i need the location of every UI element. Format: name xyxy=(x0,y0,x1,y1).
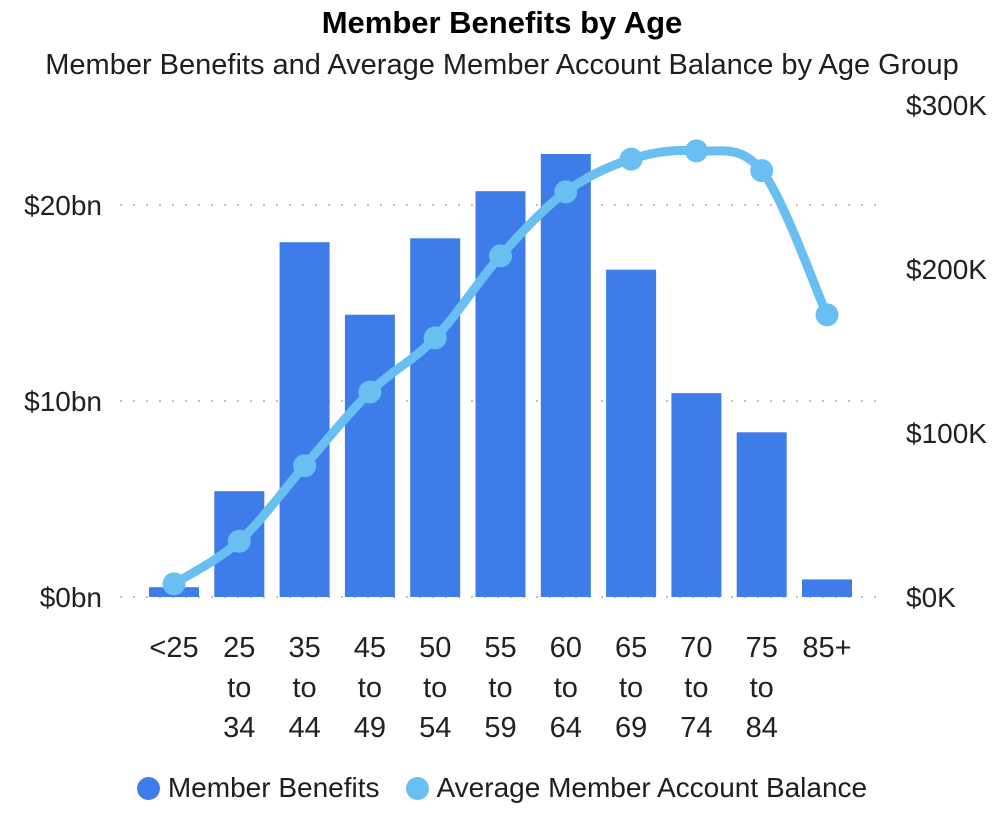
left-axis-tick: $0bn xyxy=(40,582,102,613)
x-axis-label: to xyxy=(423,672,447,704)
legend-label: Average Member Account Balance xyxy=(436,772,868,803)
bar-60-to-64[interactable] xyxy=(540,154,591,597)
x-axis-label: <25 xyxy=(149,632,198,664)
x-axis-label: 55 xyxy=(484,632,516,664)
bar-75-to-84[interactable] xyxy=(736,432,787,597)
x-axis-label: to xyxy=(750,672,774,704)
x-axis-label: 84 xyxy=(746,712,778,744)
right-axis-tick: $0K xyxy=(906,582,956,613)
x-axis-label: to xyxy=(488,672,512,704)
bar-50-to-54[interactable] xyxy=(410,238,461,598)
x-axis-label: to xyxy=(554,672,578,704)
left-axis-tick: $20bn xyxy=(24,190,102,221)
legend-dot-icon xyxy=(405,776,429,800)
x-axis-label: 35 xyxy=(288,632,320,664)
legend-item-average-member-account-balance[interactable]: Average Member Account Balance xyxy=(405,772,868,804)
x-axis-label: to xyxy=(227,672,251,704)
x-axis-label: to xyxy=(293,672,317,704)
bar-70-to-74[interactable] xyxy=(671,393,722,597)
x-axis-label: 70 xyxy=(680,632,712,664)
line-marker-85-plus[interactable] xyxy=(815,303,839,327)
x-axis-label: 60 xyxy=(550,632,582,664)
x-axis-label: 54 xyxy=(419,712,451,744)
x-axis-label: to xyxy=(684,672,708,704)
right-axis-tick: $100K xyxy=(906,418,987,449)
left-axis-tick: $10bn xyxy=(24,386,102,417)
x-axis-label: 69 xyxy=(615,712,647,744)
line-marker-75-to-84[interactable] xyxy=(750,159,774,183)
line-marker-65-to-69[interactable] xyxy=(619,147,643,171)
legend-label: Member Benefits xyxy=(167,772,380,803)
line-marker-55-to-59[interactable] xyxy=(489,244,512,268)
x-axis-label: 25 xyxy=(223,632,255,664)
line-marker-under-25[interactable] xyxy=(162,572,186,596)
x-axis-label: 59 xyxy=(484,712,516,744)
line-marker-45-to-49[interactable] xyxy=(358,380,382,404)
bar-45-to-49[interactable] xyxy=(344,314,395,597)
legend: Member Benefits Average Member Account Ba… xyxy=(0,772,1004,804)
bar-65-to-69[interactable] xyxy=(606,269,657,597)
x-axis-label: to xyxy=(619,672,643,704)
x-axis-label: 75 xyxy=(746,632,778,664)
x-axis-label: 45 xyxy=(354,632,386,664)
line-marker-35-to-44[interactable] xyxy=(293,454,317,478)
x-axis-label: 49 xyxy=(354,712,386,744)
legend-dot-icon xyxy=(136,776,160,800)
line-marker-25-to-34[interactable] xyxy=(227,529,251,553)
x-axis-label: 34 xyxy=(223,712,255,744)
chart-subtitle: Member Benefits and Average Member Accou… xyxy=(45,49,959,81)
bar-85-plus[interactable] xyxy=(802,579,852,597)
line-marker-50-to-54[interactable] xyxy=(423,326,447,350)
x-axis-label: 65 xyxy=(615,632,647,664)
bar-35-to-44[interactable] xyxy=(279,242,330,597)
right-axis-tick: $300K xyxy=(906,90,987,121)
x-axis-label: to xyxy=(358,672,382,704)
right-axis-tick: $200K xyxy=(906,254,987,285)
line-marker-70-to-74[interactable] xyxy=(684,139,708,163)
x-axis-label: 74 xyxy=(680,712,712,744)
x-axis-label: 50 xyxy=(419,632,451,664)
x-axis-label: 64 xyxy=(550,712,582,744)
chart-title: Member Benefits by Age xyxy=(321,5,683,40)
legend-item-member-benefits[interactable]: Member Benefits xyxy=(136,772,380,804)
line-marker-60-to-64[interactable] xyxy=(554,180,578,204)
x-axis-label: 85+ xyxy=(802,632,851,664)
x-axis-label: 44 xyxy=(288,712,320,744)
